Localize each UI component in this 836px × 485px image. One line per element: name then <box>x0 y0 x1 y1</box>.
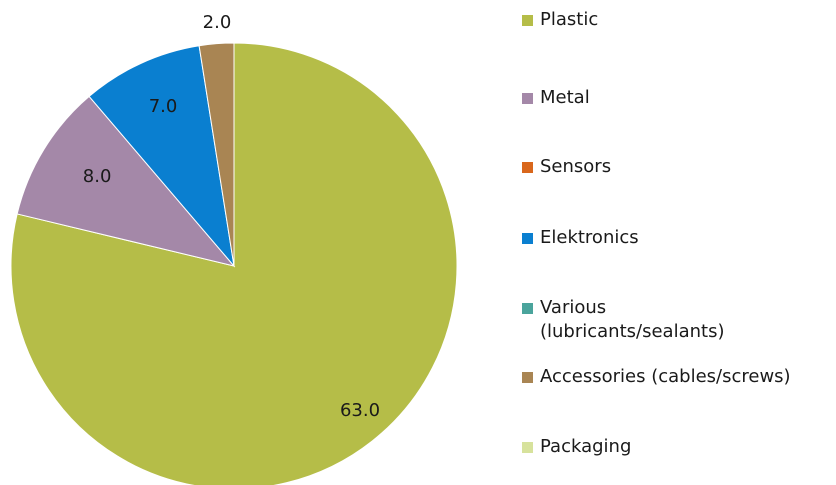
legend-swatch <box>522 15 533 26</box>
data-label-1: 63.0 <box>340 400 380 421</box>
legend-item-5: Various (lubricants/sealants) <box>522 296 724 344</box>
pie-slice-4 <box>88 45 235 268</box>
data-label-4: 7.0 <box>149 96 178 117</box>
legend-item-2: Metal <box>522 86 590 110</box>
legend-item-1: Plastic <box>522 8 598 32</box>
legend-item-4: Elektronics <box>522 226 639 250</box>
data-label-2: 8.0 <box>83 166 112 187</box>
pie-slice-6 <box>198 42 235 267</box>
legend-swatch <box>522 372 533 383</box>
legend-label: Elektronics <box>540 227 639 248</box>
legend-swatch <box>522 162 533 173</box>
pie-slice-2 <box>16 95 236 267</box>
legend-label: Packaging <box>540 436 632 457</box>
legend-swatch <box>522 93 533 104</box>
legend-swatch <box>522 442 533 453</box>
data-label-6: 2.0 <box>203 12 232 33</box>
legend-item-6: Accessories (cables/screws) <box>522 365 791 389</box>
legend-label: Plastic <box>540 9 599 30</box>
legend-label: Metal <box>540 87 590 108</box>
legend-swatch <box>522 233 533 244</box>
legend-item-3: Sensors <box>522 155 611 179</box>
legend-label: Sensors <box>540 156 612 177</box>
pie-slice-1 <box>10 42 458 485</box>
legend-item-7: Packaging <box>522 435 631 459</box>
legend-label: Accessories (cables/screws) <box>540 366 791 387</box>
legend-label: Various (lubricants/sealants) <box>540 297 725 342</box>
legend-swatch <box>522 303 533 314</box>
